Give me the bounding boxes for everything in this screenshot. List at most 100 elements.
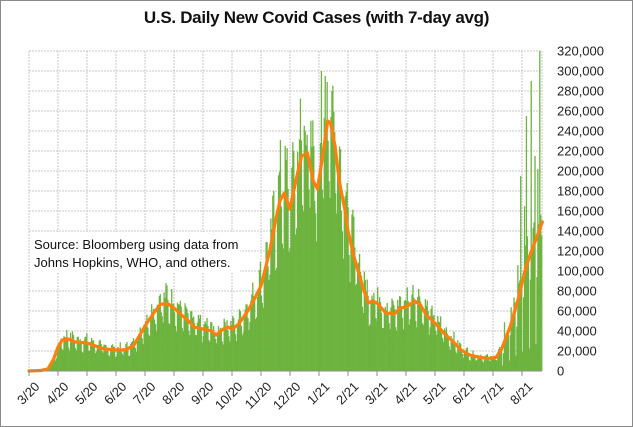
daily-bar (331, 90, 333, 371)
daily-bar (518, 283, 520, 371)
daily-bar (521, 283, 523, 371)
daily-bar (151, 304, 153, 371)
daily-bar (426, 300, 428, 371)
daily-bar (425, 305, 427, 371)
daily-bar (254, 299, 256, 371)
daily-bar (126, 341, 128, 371)
daily-bar (116, 347, 119, 371)
daily-bar (527, 256, 529, 371)
daily-bar (394, 309, 396, 371)
daily-bar (418, 289, 420, 371)
daily-bar (343, 208, 345, 371)
daily-bar (375, 317, 377, 371)
x-tick-label: 5/20 (72, 379, 101, 408)
daily-bar (440, 332, 443, 371)
daily-bar (311, 146, 313, 371)
daily-bar (191, 311, 193, 371)
daily-bar (540, 214, 542, 371)
daily-bar (399, 296, 402, 371)
daily-bar (363, 271, 365, 371)
daily-bar (471, 354, 473, 371)
daily-bar (323, 117, 325, 371)
daily-bar (160, 312, 162, 371)
daily-bar (221, 341, 223, 371)
daily-bar (205, 323, 207, 371)
daily-bar (238, 309, 241, 371)
daily-bar (335, 192, 337, 371)
daily-bar (327, 140, 329, 371)
daily-bar (131, 342, 133, 371)
daily-bar (477, 354, 479, 371)
daily-bar (347, 207, 349, 371)
daily-bar (249, 321, 251, 371)
y-tick-label: 300,000 (557, 64, 604, 79)
daily-bar (52, 358, 55, 371)
daily-bar (485, 355, 488, 371)
daily-bar (152, 312, 154, 371)
daily-bar (294, 193, 296, 371)
daily-bar (230, 320, 232, 371)
daily-bar (428, 334, 430, 371)
daily-bar (444, 330, 447, 371)
daily-bar (61, 348, 63, 371)
seven-day-avg-line (27, 119, 544, 373)
daily-bar (141, 338, 143, 371)
daily-bar (505, 333, 508, 371)
daily-bar (353, 216, 355, 371)
daily-bar (431, 305, 433, 371)
annotation-background (30, 232, 240, 272)
daily-bar (369, 324, 371, 371)
daily-bar (129, 355, 131, 371)
daily-bar (259, 261, 262, 371)
daily-bar (470, 355, 472, 371)
daily-bar (183, 317, 185, 371)
daily-bar (226, 320, 228, 371)
daily-bar (298, 139, 301, 371)
daily-bar (476, 360, 478, 371)
daily-bar (213, 326, 215, 371)
daily-bar (196, 322, 199, 371)
daily-bar (317, 174, 320, 371)
daily-bar (504, 337, 507, 371)
daily-bar (251, 294, 253, 371)
daily-bar (322, 198, 324, 371)
daily-bar (338, 146, 341, 371)
daily-bar (132, 338, 135, 371)
daily-bar (439, 316, 442, 371)
daily-bar (139, 327, 141, 371)
daily-bar (468, 360, 470, 371)
daily-bar (368, 325, 370, 371)
daily-bar (308, 189, 310, 371)
daily-bar (188, 330, 190, 371)
daily-bar (310, 120, 312, 371)
x-tick-label: 8/20 (159, 379, 188, 408)
daily-bar (156, 304, 159, 371)
daily-bar (366, 279, 368, 371)
daily-cases-bars (29, 51, 543, 372)
daily-bar (522, 297, 525, 371)
x-tick-label: 6/21 (449, 379, 478, 408)
daily-bar (483, 356, 486, 371)
x-tick-label: 3/21 (362, 379, 391, 408)
daily-bar (173, 312, 176, 371)
daily-bar (313, 146, 315, 371)
daily-bar (149, 336, 151, 371)
daily-bar (482, 362, 485, 371)
daily-bar (296, 151, 299, 371)
daily-bar (513, 297, 515, 371)
daily-bar (271, 229, 273, 371)
daily-bar (393, 304, 395, 371)
daily-bar (501, 351, 503, 371)
daily-bar (491, 358, 493, 371)
daily-bar (357, 272, 359, 371)
daily-bar (526, 236, 529, 371)
daily-bar (157, 306, 160, 371)
daily-bar (65, 337, 67, 371)
daily-bar (120, 349, 122, 371)
daily-bar (257, 289, 260, 371)
daily-bar (172, 303, 175, 371)
daily-bar (406, 287, 408, 371)
daily-bar (300, 140, 303, 371)
daily-bar (108, 355, 110, 371)
daily-bar (358, 253, 361, 371)
